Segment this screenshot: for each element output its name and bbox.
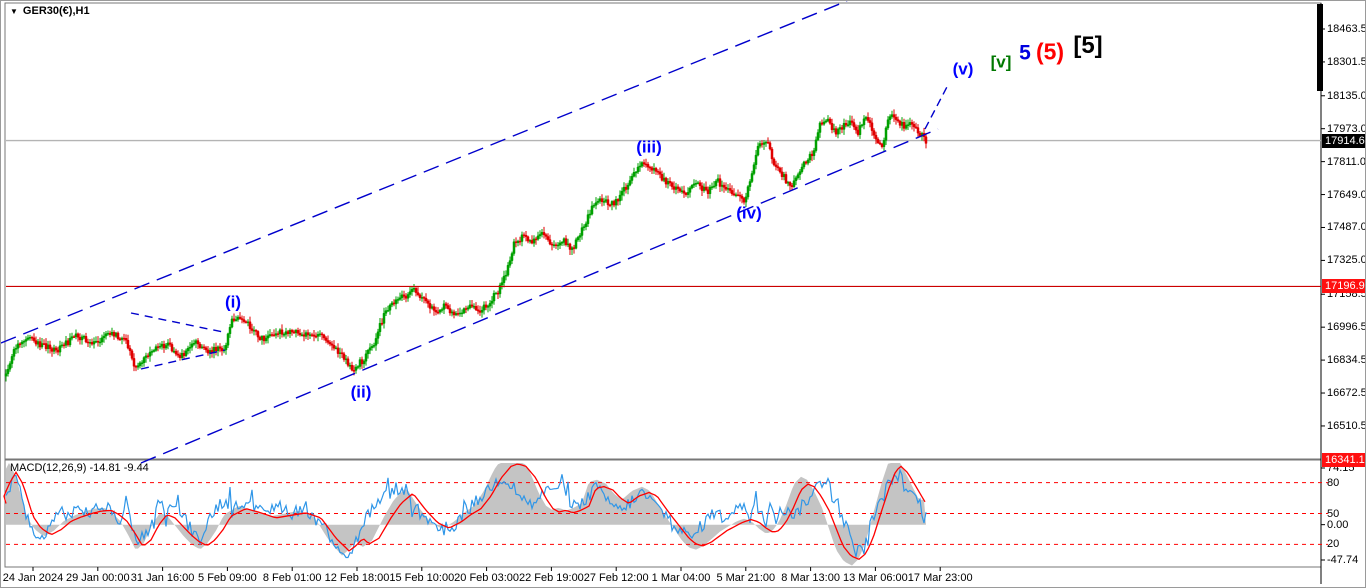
axis-scale-indicator: [1317, 4, 1323, 91]
projection-arrow-line[interactable]: [924, 82, 950, 130]
wedge-lower-line[interactable]: [140, 349, 226, 370]
macd-values: -14.81 -9.44: [89, 462, 149, 474]
macd-fast-line: [5, 467, 927, 559]
chart-title: ▼ GER30(€),H1: [10, 5, 90, 17]
macd-signal-line: [3, 463, 926, 561]
chart-menu-icon[interactable]: ▼: [10, 6, 18, 16]
lower-channel-line[interactable]: [140, 128, 939, 464]
macd-indicator-label: MACD(12,26,9) -14.81 -9.44: [10, 462, 149, 474]
main-chart-pane[interactable]: [4, 2, 1322, 460]
macd-name: MACD(12,26,9): [10, 462, 87, 474]
candles-down-bodies: [18, 114, 928, 372]
wedge-upper-line[interactable]: [130, 312, 224, 333]
upper-channel-line[interactable]: [1, 1, 848, 344]
macd-histogram-area: [6, 463, 926, 566]
chart-symbol-timeframe: GER30(€),H1: [22, 5, 90, 17]
